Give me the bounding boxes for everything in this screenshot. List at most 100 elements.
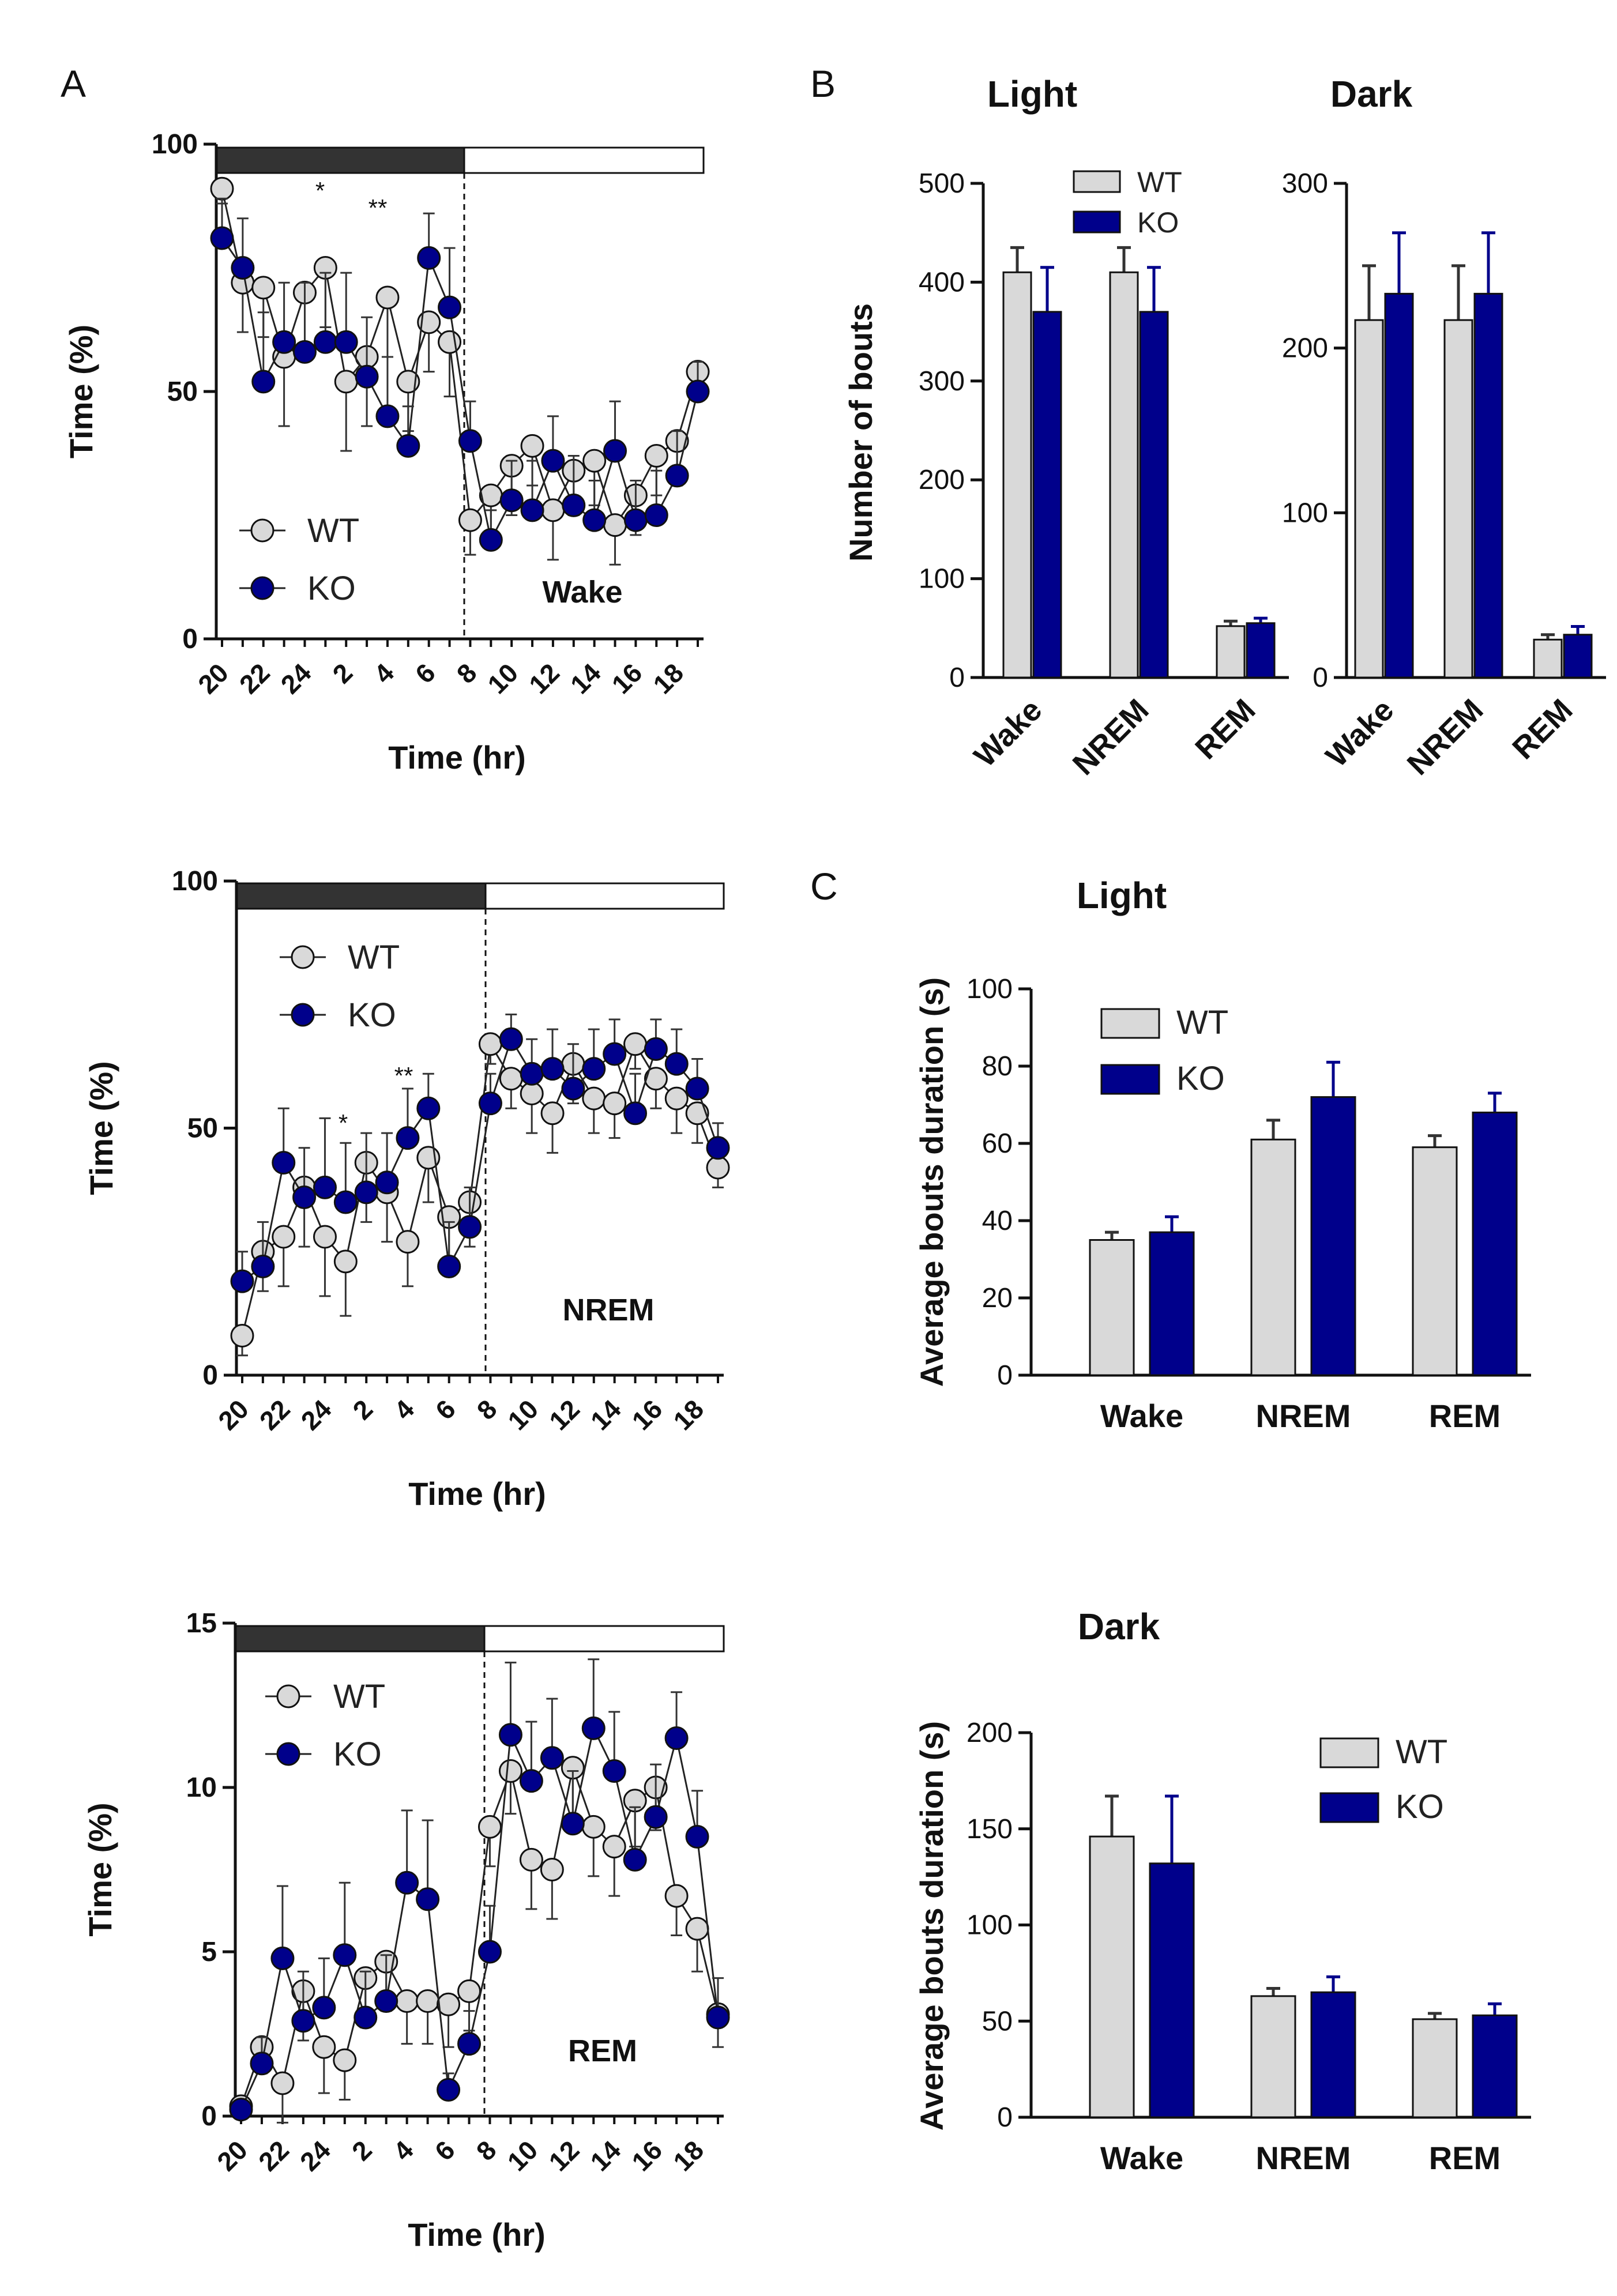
y-tick-label: 80 — [982, 1051, 1013, 1082]
bar-ko-wake — [1149, 1862, 1195, 2118]
x-tick-label: 20 — [192, 657, 234, 699]
panel-label-a: A — [61, 62, 86, 105]
x-tick-label: 2 — [346, 2135, 378, 2166]
data-point — [623, 1847, 647, 1872]
chart-title: Dark — [1078, 1606, 1160, 1647]
data-point — [375, 1170, 399, 1195]
data-point — [395, 1870, 419, 1895]
data-point — [333, 2048, 357, 2072]
x-tick-label: 22 — [234, 657, 276, 699]
data-point — [478, 1032, 502, 1056]
data-point — [270, 1946, 295, 1970]
y-tick-label: 400 — [919, 267, 965, 298]
y-axis-title: Time (%) — [63, 325, 99, 458]
x-category-label: Wake — [1100, 1398, 1183, 1434]
y-axis-title: Average bouts duration (s) — [913, 977, 950, 1387]
data-point — [272, 1150, 296, 1175]
panel-label-c: C — [810, 865, 838, 908]
data-point — [685, 1077, 709, 1101]
chart-title: Light — [987, 73, 1077, 115]
data-point — [250, 2052, 274, 2076]
state-annotation: NREM — [563, 1293, 655, 1327]
y-axis-title: Time (%) — [82, 1802, 118, 1936]
data-point — [437, 1992, 461, 2016]
panel-label-b: B — [810, 62, 836, 105]
data-point — [333, 1943, 357, 1967]
legend-swatch — [1100, 1008, 1160, 1039]
data-point — [499, 1067, 523, 1091]
bar-ko-wake — [1149, 1231, 1195, 1376]
y-tick-label: 50 — [187, 1113, 218, 1144]
legend-swatch — [1073, 170, 1121, 193]
legend-swatch — [1319, 1792, 1379, 1823]
x-tick-label: 14 — [585, 1394, 627, 1436]
x-axis-title: Time (hr) — [408, 2216, 546, 2253]
data-point — [458, 508, 482, 532]
data-point — [374, 1989, 398, 2013]
data-point — [416, 1989, 440, 2013]
x-tick-label: 2 — [326, 657, 358, 689]
x-tick-label: 18 — [667, 2135, 709, 2177]
y-tick-label: 200 — [1282, 333, 1328, 364]
x-tick-label: 18 — [667, 1394, 709, 1436]
x-category-label: Wake — [1100, 2140, 1183, 2176]
data-point — [602, 1759, 626, 1783]
data-point — [230, 1269, 254, 1293]
state-annotation: Wake — [542, 575, 622, 609]
data-point — [312, 1996, 336, 2020]
bar-wt-wake — [1089, 1239, 1135, 1376]
data-point — [396, 370, 420, 394]
data-point — [437, 1254, 461, 1278]
data-point — [499, 1027, 523, 1051]
legend-label: KO — [1137, 206, 1179, 239]
data-point — [333, 1249, 358, 1274]
legend-swatch — [1073, 210, 1121, 234]
data-point — [498, 1723, 522, 1747]
y-tick-label: 0 — [997, 2102, 1013, 2133]
x-tick-label: 12 — [543, 2135, 585, 2177]
light-phase-bar — [484, 882, 725, 910]
data-point — [478, 1091, 502, 1116]
y-axis-title: Average bouts duration (s) — [913, 1721, 950, 2131]
data-point — [644, 1067, 668, 1091]
data-point — [562, 493, 586, 517]
data-point — [623, 1101, 648, 1126]
data-point — [334, 330, 358, 354]
bar-wt-wake — [1354, 319, 1384, 679]
data-point — [229, 2098, 253, 2122]
x-tick-label: 24 — [294, 2135, 336, 2177]
data-point — [685, 1917, 709, 1941]
data-point — [457, 2032, 482, 2056]
x-category-label: REM — [1506, 692, 1579, 766]
data-point — [520, 498, 544, 522]
data-point — [292, 1185, 317, 1209]
x-tick-label: 22 — [254, 1394, 296, 1436]
data-point — [272, 1225, 296, 1249]
bar-wt-rem — [1533, 638, 1563, 679]
data-point — [251, 276, 276, 300]
data-point — [706, 1136, 730, 1160]
x-tick-label: 20 — [211, 2135, 253, 2177]
y-tick-label: 200 — [919, 465, 965, 495]
legend-label: KO — [1176, 1060, 1225, 1097]
y-tick-label: 100 — [1282, 498, 1328, 528]
x-category-label: NREM — [1066, 692, 1156, 782]
data-point — [540, 1746, 564, 1770]
data-point — [581, 1815, 606, 1839]
light-phase-bar — [463, 146, 705, 174]
data-point — [333, 1190, 358, 1214]
data-point — [644, 503, 668, 527]
data-point — [561, 1812, 585, 1836]
x-category-label: Wake — [968, 692, 1049, 774]
bar-wt-nrem — [1250, 1138, 1296, 1376]
x-tick-label: 12 — [543, 1394, 585, 1436]
x-tick-label: 6 — [409, 657, 441, 689]
x-tick-label: 10 — [502, 1394, 544, 1436]
y-tick-label: 50 — [982, 2006, 1013, 2037]
y-tick-label: 10 — [186, 1772, 217, 1803]
data-point — [396, 1230, 420, 1254]
legend-swatch — [1100, 1064, 1160, 1095]
data-point — [519, 1769, 543, 1793]
